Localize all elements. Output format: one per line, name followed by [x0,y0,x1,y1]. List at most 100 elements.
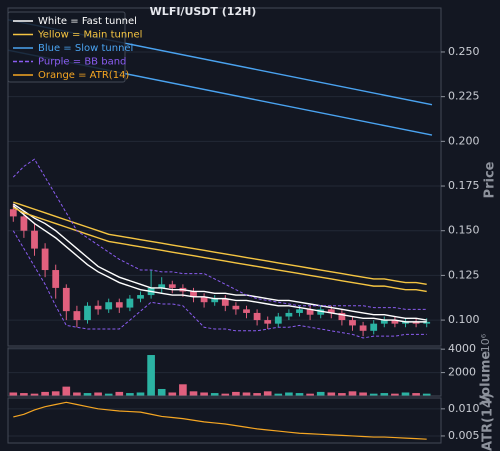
candle-body [412,321,420,324]
volume-bar [168,392,177,396]
y-tick-label: 4000 [448,342,476,355]
candle-body [73,311,81,321]
volume-bar [285,392,293,396]
y-tick-label: 0.225 [448,90,480,103]
legend-box [7,11,126,83]
volume-bar [200,392,208,396]
candle-body [137,295,144,299]
y-axis-label: Price [483,161,498,198]
y-tick-label: 0.010 [448,402,480,415]
volume-bar [316,391,325,396]
y-tick-label: 0.125 [448,268,480,281]
volume-bar [73,392,81,396]
panel-frame [7,347,442,397]
volume-bar [348,391,357,396]
volume-bar [253,393,261,396]
overlay-line [12,206,427,293]
candle-body [158,284,166,288]
candle-body [52,270,60,288]
volume-bar [147,355,155,396]
candle-body [200,296,208,303]
y-tick-label: 0.250 [448,45,480,58]
volume-bar [274,393,283,396]
candle-body [402,321,409,324]
candle-body [31,230,38,249]
panel-frame [7,7,442,347]
candle-body [359,325,367,331]
legend-label: Orange = ATR(14) [38,70,129,81]
volume-bar [263,391,272,396]
volume-bar [157,388,166,396]
volume-bar [295,393,304,396]
candle-body [168,284,176,288]
candle-body [317,309,325,315]
volume-bar [338,393,346,396]
y-tick-label: 0.005 [448,429,480,442]
candle-body [380,320,388,324]
atr-axis-label: ATR(14) [481,393,496,451]
volume-bar [359,392,367,396]
candle-body [115,302,123,308]
legend-label: Yellow = Main tunnel [37,30,142,41]
legend-label: White = Fast tunnel [38,16,137,27]
candle-body [232,305,240,310]
volume-bar [179,384,187,396]
candle-body [306,309,314,315]
candle-body [221,298,229,306]
candle-body [264,320,272,324]
overlay-line [12,203,427,321]
volume-bar [30,393,39,396]
panel-frame [7,397,442,444]
legend-label: Purple = BB band [38,57,126,68]
candle-body [105,302,113,310]
overlay-line [12,158,427,310]
volume-bar [20,393,28,396]
overlay-line [12,205,427,323]
overlay-line [12,230,427,339]
volume-bar [189,391,198,396]
volume-bar [83,393,92,396]
y-tick-label: 0.200 [448,134,480,147]
volume-bar [369,393,378,396]
y-tick-label: 0.175 [448,179,480,192]
candle-body [349,320,356,326]
volume-bar [210,393,219,396]
volume-bar [126,393,134,396]
candle-body [274,316,282,324]
candle-body [370,323,378,331]
legend: White = Fast tunnel Yellow = Main tunnel B… [7,11,142,83]
candle-body [285,312,293,317]
candle-body [327,309,335,313]
volume-bar [401,392,410,396]
volume-axis-label: Volume [479,351,494,406]
volume-bar [221,393,230,396]
volume-bar [232,391,240,396]
candle-body [253,312,261,321]
volume-bar [104,393,113,396]
y-tick-label: 2000 [448,366,476,379]
candle-body [84,305,91,321]
candle-body [391,320,399,324]
atr-line [13,401,427,440]
volume-bar [9,392,18,396]
candle-body [296,309,303,313]
overlay-line [13,201,427,286]
volume-bar [41,391,49,396]
volume-bar [115,391,124,396]
volume-bar [94,392,102,396]
volume-bar [422,393,431,396]
volume-bar [51,391,60,396]
volume-bar [242,392,251,396]
volume-bar [62,386,71,396]
volume-bar [327,392,336,396]
volume-bar [391,393,399,396]
candle-body [211,298,219,303]
candle-body [190,291,197,297]
candle-body [94,305,102,310]
y-tick-label: 0.100 [448,313,480,326]
candle-body [338,312,346,321]
chart-title: WLFI/USDT (12H) [150,5,257,18]
volume-bar [412,393,420,396]
